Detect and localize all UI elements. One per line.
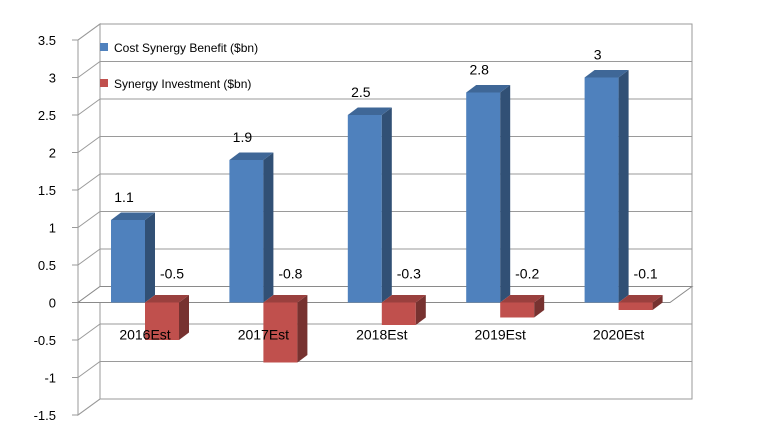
data-label: 2.8 bbox=[469, 62, 489, 78]
bar-side bbox=[415, 295, 426, 325]
bar-side bbox=[179, 295, 189, 340]
bar-cost-synergy-benefit bbox=[584, 70, 629, 303]
bar-synergy-investment bbox=[618, 295, 663, 310]
bar-top bbox=[618, 295, 663, 303]
y-tick-label: 0 bbox=[49, 296, 56, 311]
bar-front bbox=[229, 160, 264, 303]
bar-side bbox=[263, 152, 274, 303]
bar-top bbox=[381, 295, 426, 303]
bar-top bbox=[145, 295, 189, 303]
bar-side bbox=[145, 212, 155, 303]
y-tick-label: -1.5 bbox=[34, 408, 56, 423]
y-tick-label: 3 bbox=[49, 71, 56, 86]
gridline bbox=[77, 323, 692, 341]
bar-front bbox=[584, 77, 619, 303]
data-label: 1.1 bbox=[114, 189, 134, 205]
x-tick-label: 2020Est bbox=[593, 327, 644, 343]
data-label: -0.1 bbox=[634, 266, 658, 282]
bar-top bbox=[466, 85, 511, 93]
bar-side bbox=[652, 295, 663, 310]
x-tick-label: 2018Est bbox=[356, 327, 407, 343]
bar-front bbox=[466, 92, 501, 303]
bar-front bbox=[111, 220, 145, 303]
bar-top bbox=[111, 212, 155, 220]
bar-side bbox=[618, 70, 629, 303]
x-tick-label: 2017Est bbox=[238, 327, 289, 343]
gridline bbox=[77, 61, 692, 78]
bar-cost-synergy-benefit bbox=[229, 152, 274, 303]
bar-top bbox=[584, 70, 629, 78]
bar-synergy-investment bbox=[500, 295, 545, 318]
y-tick-label: 2.5 bbox=[38, 108, 56, 123]
bar-top bbox=[347, 107, 392, 115]
bar-front bbox=[500, 302, 535, 318]
y-tick-label: -0.5 bbox=[34, 333, 56, 348]
gridline bbox=[77, 398, 692, 416]
gridline bbox=[77, 361, 692, 378]
bar-cost-synergy-benefit bbox=[466, 85, 511, 303]
y-tick-label: 3.5 bbox=[38, 33, 56, 48]
y-tick-label: 1 bbox=[49, 221, 56, 236]
y-tick-label: -1 bbox=[44, 371, 56, 386]
bar-front bbox=[618, 302, 653, 310]
bar-side bbox=[381, 107, 392, 303]
legend-entry: Synergy Investment ($bn) bbox=[114, 77, 251, 91]
x-tick-label: 2016Est bbox=[119, 327, 170, 343]
y-axis: 3.5 3 2.5 2 1.5 1 0.5 0 -0.5 -1 -1.5 bbox=[34, 33, 79, 423]
data-label: 2.5 bbox=[351, 84, 371, 100]
bar-front bbox=[381, 302, 416, 325]
data-label: -0.5 bbox=[160, 266, 184, 282]
legend: Cost Synergy Benefit ($bn) Synergy Invest… bbox=[100, 41, 258, 91]
bar-front bbox=[347, 115, 382, 303]
data-label: -0.3 bbox=[397, 266, 421, 282]
bar-side bbox=[297, 295, 308, 363]
bar-front bbox=[263, 302, 298, 363]
bar-top bbox=[500, 295, 545, 303]
y-tick-label: 0.5 bbox=[38, 258, 56, 273]
gridline bbox=[77, 23, 692, 41]
y-tick-label: 1.5 bbox=[38, 183, 56, 198]
data-label: -0.2 bbox=[515, 266, 539, 282]
bars bbox=[76, 70, 694, 363]
bar-synergy-investment bbox=[145, 295, 189, 340]
data-label: 3 bbox=[594, 47, 602, 63]
bar-synergy-investment bbox=[381, 295, 426, 325]
legend-swatch bbox=[100, 79, 108, 87]
bar-top bbox=[229, 152, 274, 160]
legend-swatch bbox=[100, 43, 108, 51]
bar-top bbox=[263, 295, 308, 303]
legend-entry: Cost Synergy Benefit ($bn) bbox=[114, 41, 258, 55]
y-tick-label: 2 bbox=[49, 146, 56, 161]
bar-front bbox=[145, 302, 179, 340]
data-label: 1.9 bbox=[233, 129, 253, 145]
bar-synergy-investment bbox=[263, 295, 308, 363]
x-tick-label: 2019Est bbox=[475, 327, 526, 343]
data-label: -0.8 bbox=[278, 266, 302, 282]
bar-cost-synergy-benefit bbox=[347, 107, 392, 303]
bar-side bbox=[500, 85, 511, 303]
x-axis-labels: 2016Est 2017Est 2018Est 2019Est 2020Est bbox=[119, 327, 644, 343]
bar-cost-synergy-benefit bbox=[111, 212, 155, 303]
data-labels: 1.1 -0.5 1.9 -0.8 2.5 -0.3 2.8 -0.2 3 -0.1 bbox=[114, 47, 658, 282]
